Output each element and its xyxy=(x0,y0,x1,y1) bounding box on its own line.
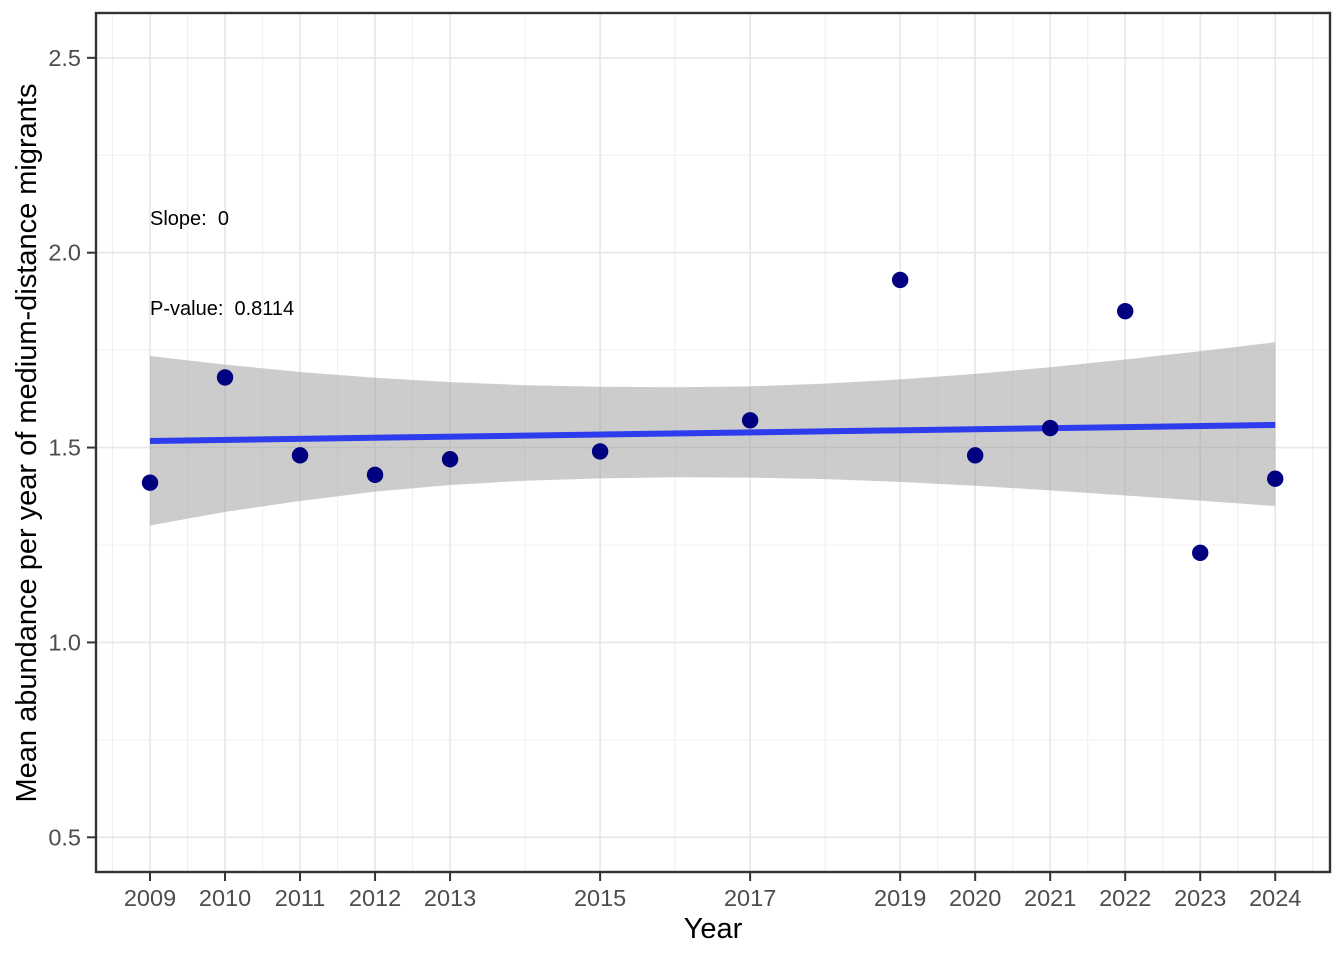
data-point xyxy=(1041,419,1059,437)
x-tick-label: 2020 xyxy=(949,885,1001,911)
x-axis-title: Year xyxy=(683,913,743,945)
data-point xyxy=(291,447,309,464)
data-point xyxy=(366,466,384,484)
y-axis-title: Mean abundance per year of medium-distan… xyxy=(11,83,43,803)
x-tick-label: 2010 xyxy=(199,885,251,911)
data-point xyxy=(966,447,984,464)
data-point xyxy=(591,443,609,460)
x-tick-label: 2011 xyxy=(275,885,326,911)
x-tick-label: 2019 xyxy=(874,885,926,911)
data-point xyxy=(1117,302,1134,320)
y-tick-label: 1.0 xyxy=(48,629,81,655)
x-tick-label: 2012 xyxy=(349,885,401,911)
y-tick-label: 2.5 xyxy=(48,45,81,71)
y-tick-label: 2.0 xyxy=(48,240,81,266)
x-tick-label: 2015 xyxy=(574,885,626,911)
slope-annotation-text: Slope: 0 xyxy=(150,208,229,230)
data-point xyxy=(891,271,909,289)
x-tick-label: 2024 xyxy=(1249,885,1301,911)
data-point xyxy=(741,412,759,429)
y-tick-label: 0.5 xyxy=(48,824,81,850)
x-tick-label: 2009 xyxy=(124,885,176,911)
x-tick-label: 2022 xyxy=(1099,885,1151,911)
trend-line xyxy=(149,421,1276,444)
data-point xyxy=(216,369,234,386)
y-tick-label: 1.5 xyxy=(48,435,81,461)
data-point xyxy=(1192,544,1209,561)
x-tick-label: 2013 xyxy=(424,885,476,911)
data-point xyxy=(141,474,159,491)
x-tick-label: 2021 xyxy=(1024,885,1076,911)
panel-border xyxy=(94,11,1332,874)
x-tick-label: 2023 xyxy=(1174,885,1226,911)
stats-annotation: Slope: 0 P-value: 0.8114 xyxy=(150,144,294,384)
pvalue-annotation-text: P-value: 0.8114 xyxy=(150,298,295,320)
x-tick-label: 2017 xyxy=(724,885,776,911)
data-point xyxy=(441,451,459,468)
data-point xyxy=(1267,470,1284,487)
